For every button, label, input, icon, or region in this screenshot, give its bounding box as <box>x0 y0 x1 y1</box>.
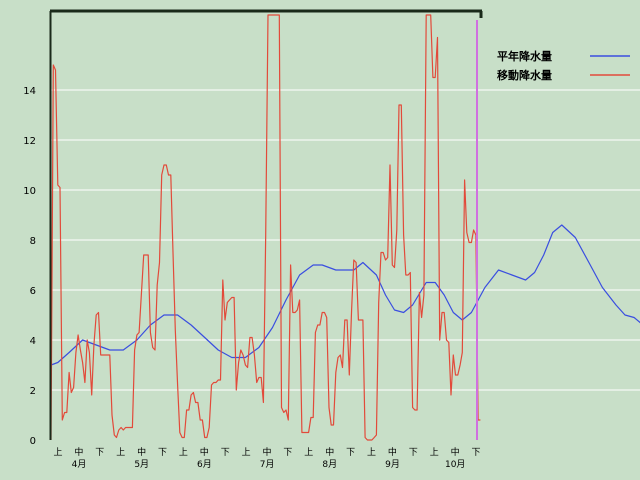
x-period-label: 中 <box>451 446 460 458</box>
y-tick-label: 10 <box>23 186 36 197</box>
y-tick-label: 12 <box>23 136 36 147</box>
x-period-label: 中 <box>325 446 334 458</box>
y-tick-label: 6 <box>30 286 36 297</box>
x-period-label: 中 <box>200 446 209 458</box>
x-month-label: 8月 <box>322 459 337 470</box>
series-line-normal <box>50 224 640 366</box>
y-tick-label: 4 <box>30 336 36 347</box>
x-month-label: 5月 <box>134 459 149 470</box>
x-axis-month-ticks: 4月 5月 6月 7月 8月 9月 10月 <box>72 459 466 470</box>
x-axis-period-ticks: 上中下上中下上中下上中下上中下上中下上中下 <box>53 446 480 458</box>
y-tick-label: 8 <box>30 236 36 247</box>
x-period-label: 中 <box>388 446 397 458</box>
x-period-label: 上 <box>116 447 125 458</box>
y-tick-label: 14 <box>23 86 36 97</box>
series-line-moving <box>50 14 481 441</box>
x-period-label: 下 <box>221 448 230 458</box>
x-month-label: 9月 <box>385 459 400 470</box>
x-period-label: 上 <box>53 447 62 458</box>
x-month-label: 6月 <box>197 459 212 470</box>
x-period-label: 下 <box>158 448 167 458</box>
x-period-label: 上 <box>430 447 439 458</box>
x-period-label: 上 <box>179 447 188 458</box>
x-period-label: 下 <box>95 448 104 458</box>
x-period-label: 上 <box>304 447 313 458</box>
x-period-label: 上 <box>367 447 376 458</box>
x-period-label: 上 <box>242 447 251 458</box>
chart-series <box>50 14 640 441</box>
x-period-label: 下 <box>471 448 480 458</box>
chart-legend: 平年降水量 移動降水量 <box>497 49 630 82</box>
x-month-label: 10月 <box>445 459 465 470</box>
x-period-label: 中 <box>137 446 146 458</box>
x-month-label: 7月 <box>260 459 275 470</box>
x-period-label: 中 <box>74 446 83 458</box>
legend-label-moving: 移動降水量 <box>497 68 552 82</box>
x-month-label: 4月 <box>72 459 87 470</box>
chart-grid <box>51 89 640 391</box>
x-period-label: 中 <box>262 446 271 458</box>
x-period-label: 下 <box>346 448 355 458</box>
y-tick-label: 0 <box>30 436 36 447</box>
x-period-label: 下 <box>409 448 418 458</box>
y-axis-ticks: 0 2 4 6 8 10 12 14 <box>23 86 36 447</box>
y-tick-label: 2 <box>30 386 36 397</box>
legend-label-normal: 平年降水量 <box>497 49 552 63</box>
x-period-label: 下 <box>283 448 292 458</box>
